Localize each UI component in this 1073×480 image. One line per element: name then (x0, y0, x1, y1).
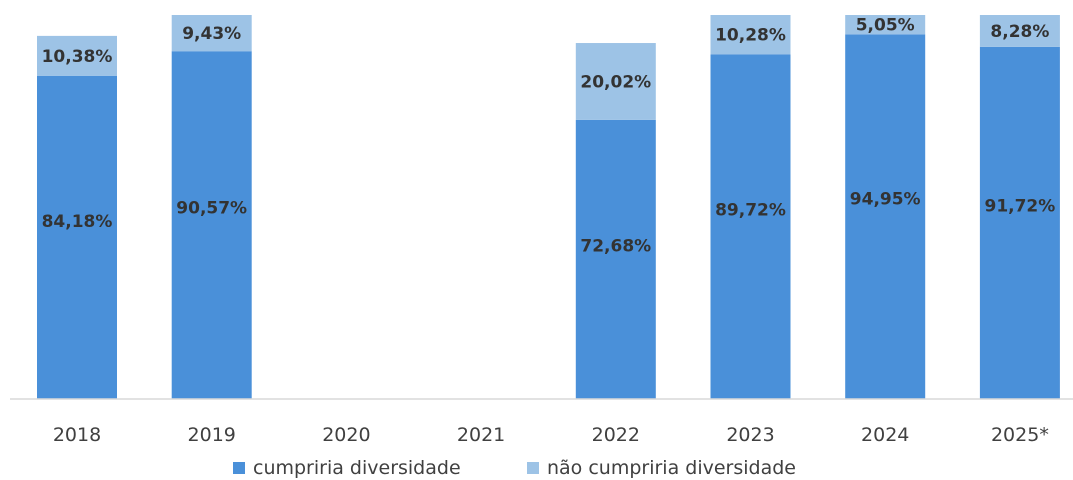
data-label-cumpriria: 72,68% (580, 236, 651, 256)
x-tick-label: 2023 (726, 424, 774, 446)
bar-segment-nao-cumpriria (710, 15, 791, 55)
bar-segment-cumpriria (710, 54, 791, 400)
data-label-nao-cumpriria: 9,43% (182, 24, 241, 44)
x-tick-label: 2021 (457, 424, 505, 446)
data-label-nao-cumpriria: 10,28% (715, 26, 786, 46)
bar-segment-nao-cumpriria (37, 35, 117, 76)
x-tick-label: 2020 (322, 424, 370, 446)
bar-segment-cumpriria (171, 51, 252, 399)
bar-segment-nao-cumpriria (979, 15, 1060, 47)
legend-item-cumpriria: cumpriria diversidade (233, 457, 461, 479)
x-tick-label: 2025* (991, 424, 1049, 446)
legend-swatch (527, 462, 539, 474)
x-tick-label: 2022 (592, 424, 640, 446)
data-label-cumpriria: 84,18% (42, 212, 113, 232)
bar-segment-cumpriria (37, 75, 117, 399)
x-tick-label: 2024 (861, 424, 909, 446)
bar-segment-cumpriria (575, 119, 656, 399)
legend-swatch (233, 462, 245, 474)
x-tick-label: 2019 (188, 424, 236, 446)
data-label-cumpriria: 94,95% (850, 189, 921, 209)
legend-label: cumpriria diversidade (253, 457, 461, 479)
data-label-nao-cumpriria: 5,05% (856, 16, 915, 36)
data-labels-group: 84,18% 10,38% 90,57% 9,43% 72,68% 20,02% 89,72… (42, 16, 1056, 257)
data-label-nao-cumpriria: 10,38% (42, 47, 113, 67)
x-tick-labels-group: 2018 2019 2020 2021 2022 2023 2024 2025* (53, 424, 1049, 446)
bar-segment-cumpriria (845, 34, 926, 399)
data-label-nao-cumpriria: 8,28% (990, 22, 1049, 42)
x-tick-label: 2018 (53, 424, 101, 446)
data-label-cumpriria: 89,72% (715, 201, 786, 221)
legend: cumpriria diversidade não cumpriria diver… (233, 457, 796, 479)
bars-group (37, 15, 1060, 400)
data-label-cumpriria: 91,72% (984, 196, 1055, 216)
data-label-nao-cumpriria: 20,02% (580, 72, 651, 92)
legend-item-nao-cumpriria: não cumpriria diversidade (527, 457, 796, 479)
bar-segment-nao-cumpriria (845, 15, 926, 35)
bar-segment-cumpriria (979, 46, 1060, 400)
legend-label: não cumpriria diversidade (547, 457, 796, 479)
bar-segment-nao-cumpriria (171, 15, 252, 52)
bar-segment-nao-cumpriria (575, 43, 656, 120)
data-label-cumpriria: 90,57% (176, 199, 247, 219)
